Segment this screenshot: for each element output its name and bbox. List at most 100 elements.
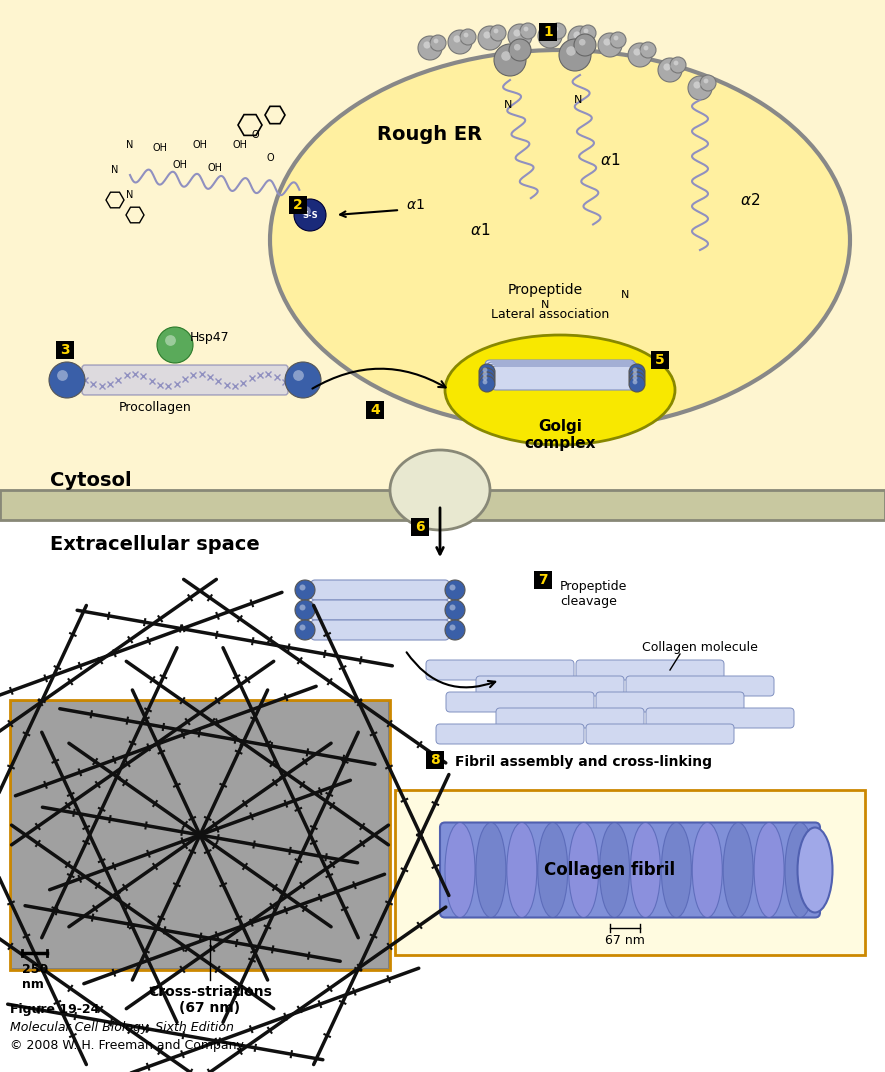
FancyBboxPatch shape xyxy=(446,693,594,712)
Text: Collagen molecule: Collagen molecule xyxy=(642,641,758,655)
Circle shape xyxy=(629,376,645,392)
FancyBboxPatch shape xyxy=(626,676,774,696)
Text: Hsp47: Hsp47 xyxy=(190,330,230,343)
Text: 8: 8 xyxy=(430,753,440,766)
FancyBboxPatch shape xyxy=(411,518,429,536)
Circle shape xyxy=(501,51,511,61)
Circle shape xyxy=(295,580,315,600)
Text: Molecular Cell Biology, Sixth Edition: Molecular Cell Biology, Sixth Edition xyxy=(10,1021,234,1033)
Text: Propeptide: Propeptide xyxy=(507,283,582,297)
Circle shape xyxy=(295,600,315,620)
Text: 2: 2 xyxy=(293,198,303,212)
Circle shape xyxy=(524,27,528,31)
Ellipse shape xyxy=(723,822,753,918)
Circle shape xyxy=(299,584,305,591)
Text: N: N xyxy=(127,140,134,150)
Circle shape xyxy=(629,368,645,384)
Text: N: N xyxy=(541,300,550,310)
Circle shape xyxy=(508,24,532,48)
Text: Extracellular space: Extracellular space xyxy=(50,536,260,554)
Text: 7: 7 xyxy=(538,574,548,587)
Circle shape xyxy=(295,620,315,640)
Circle shape xyxy=(658,58,682,81)
FancyBboxPatch shape xyxy=(0,0,885,510)
Text: OH: OH xyxy=(207,163,222,173)
Circle shape xyxy=(574,34,596,56)
Ellipse shape xyxy=(785,822,815,918)
Text: © 2008 W. H. Freeman and Company: © 2008 W. H. Freeman and Company xyxy=(10,1040,244,1053)
Ellipse shape xyxy=(476,822,506,918)
FancyBboxPatch shape xyxy=(56,341,74,359)
Text: Rough ER: Rough ER xyxy=(377,125,482,145)
Ellipse shape xyxy=(599,822,629,918)
Text: OH: OH xyxy=(152,143,167,153)
FancyBboxPatch shape xyxy=(0,490,885,520)
Circle shape xyxy=(700,75,716,91)
Circle shape xyxy=(598,33,622,57)
Circle shape xyxy=(299,625,305,630)
Circle shape xyxy=(633,368,637,372)
Circle shape xyxy=(490,25,506,41)
Circle shape xyxy=(629,364,645,379)
Ellipse shape xyxy=(390,450,490,530)
Circle shape xyxy=(583,29,589,33)
Text: Procollagen: Procollagen xyxy=(119,402,191,415)
Text: S-S: S-S xyxy=(302,210,318,220)
Circle shape xyxy=(628,43,652,66)
FancyBboxPatch shape xyxy=(311,620,449,640)
Circle shape xyxy=(479,368,495,384)
Circle shape xyxy=(299,605,305,610)
Text: 6: 6 xyxy=(415,520,425,534)
Circle shape xyxy=(165,336,176,346)
Circle shape xyxy=(445,600,465,620)
Circle shape xyxy=(460,29,476,45)
FancyBboxPatch shape xyxy=(436,724,584,744)
FancyBboxPatch shape xyxy=(12,702,388,968)
Circle shape xyxy=(482,379,488,385)
Circle shape xyxy=(482,372,488,376)
Circle shape xyxy=(673,61,679,65)
Circle shape xyxy=(450,625,456,630)
Circle shape xyxy=(453,35,460,43)
FancyBboxPatch shape xyxy=(496,708,644,728)
Circle shape xyxy=(538,24,562,48)
FancyBboxPatch shape xyxy=(395,790,865,955)
FancyBboxPatch shape xyxy=(489,364,639,388)
Circle shape xyxy=(285,362,321,398)
Circle shape xyxy=(445,580,465,600)
Circle shape xyxy=(58,370,68,381)
Circle shape xyxy=(479,372,495,388)
FancyBboxPatch shape xyxy=(440,822,820,918)
Ellipse shape xyxy=(661,822,691,918)
Ellipse shape xyxy=(754,822,784,918)
FancyBboxPatch shape xyxy=(289,196,307,214)
Circle shape xyxy=(704,78,708,84)
Circle shape xyxy=(634,48,641,56)
Circle shape xyxy=(643,46,649,50)
Circle shape xyxy=(418,36,442,60)
FancyBboxPatch shape xyxy=(596,693,744,712)
Text: N: N xyxy=(620,291,629,300)
FancyBboxPatch shape xyxy=(311,600,449,620)
Circle shape xyxy=(568,26,592,50)
FancyBboxPatch shape xyxy=(487,362,637,386)
Text: Lateral association: Lateral association xyxy=(491,309,609,322)
Text: 67 nm: 67 nm xyxy=(605,934,645,947)
Circle shape xyxy=(293,370,304,381)
Circle shape xyxy=(157,327,193,363)
Circle shape xyxy=(559,39,591,71)
Circle shape xyxy=(479,364,495,379)
Text: O: O xyxy=(251,130,258,140)
FancyBboxPatch shape xyxy=(586,724,734,744)
Text: 4: 4 xyxy=(370,403,380,417)
Text: OH: OH xyxy=(233,140,248,150)
Text: 250
nm: 250 nm xyxy=(22,963,49,991)
Circle shape xyxy=(633,372,637,376)
Ellipse shape xyxy=(270,50,850,430)
Text: Golgi
complex: Golgi complex xyxy=(524,419,596,451)
FancyBboxPatch shape xyxy=(539,23,557,41)
Circle shape xyxy=(494,44,526,76)
FancyBboxPatch shape xyxy=(476,676,624,696)
Text: N: N xyxy=(127,190,134,200)
Circle shape xyxy=(430,35,446,51)
